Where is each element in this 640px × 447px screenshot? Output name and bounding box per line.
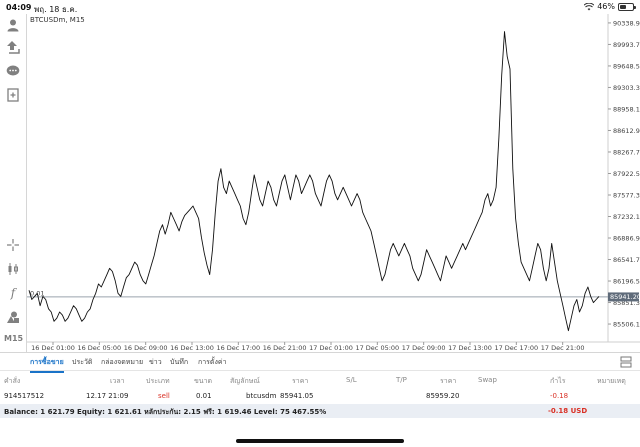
order-profit: -0.18 — [550, 392, 569, 400]
tab-journal[interactable]: บันทึก — [170, 358, 189, 366]
y-tick-label: 86886.90 — [613, 235, 640, 243]
battery-icon — [618, 2, 636, 11]
status-right: 46% — [584, 2, 636, 11]
table-row[interactable]: 914517512 12.17 21:09 sell 0.01 btcusdm … — [0, 388, 640, 404]
order-current-price: 85959.20 — [426, 392, 460, 400]
y-tick-label: 87577.30 — [613, 191, 640, 199]
x-tick-label: 16 Dec 09:00 — [124, 344, 168, 352]
tab-trade[interactable]: การซื้อขาย — [30, 358, 64, 373]
status-bar: 04:09 พฤ. 18 ธ.ค. 46% — [0, 0, 640, 14]
floating-pl: -0.18 USD — [548, 407, 588, 415]
timeframe-label[interactable]: M15 — [4, 334, 24, 343]
y-tick-label: 88267.70 — [613, 148, 640, 156]
tab-history[interactable]: ประวัติ — [72, 358, 93, 366]
y-tick-label: 85506.10 — [613, 321, 640, 329]
x-tick-label: 17 Dec 09:00 — [402, 344, 446, 352]
x-tick-label: 16 Dec 17:00 — [216, 344, 260, 352]
indicators-icon[interactable]: f — [10, 286, 16, 300]
y-tick-label: 90338.90 — [613, 19, 640, 27]
y-tick-label: 89303.30 — [613, 84, 640, 92]
balance-summary: Balance: 1 621.79 Equity: 1 621.61 หลักป… — [4, 408, 327, 416]
x-tick-label: 17 Dec 17:00 — [494, 344, 538, 352]
x-tick-label: 16 Dec 13:00 — [170, 344, 214, 352]
trade-arrows-icon[interactable] — [3, 38, 23, 56]
order-size: 0.01 — [196, 392, 212, 400]
y-tick-label: 85851.30 — [613, 299, 640, 307]
symbol-label: BTCUSDm, M15 — [30, 16, 85, 24]
chart-svg[interactable]: 90338.90 89993.70 89648.50 89303.30 88958.10… — [27, 14, 640, 352]
order-open-price: 85941.05 — [280, 392, 314, 400]
candlestick-icon[interactable] — [3, 260, 23, 278]
x-tick-label: 17 Dec 21:00 — [541, 344, 585, 352]
col-sl: S/L — [346, 376, 357, 384]
balance-bar: Balance: 1 621.79 Equity: 1 621.61 หลักป… — [0, 404, 640, 418]
y-tick-label: 89993.70 — [613, 41, 640, 49]
y-tick-label: 88958.10 — [613, 105, 640, 113]
crosshair-icon[interactable] — [3, 236, 23, 254]
left-toolbar: f M15 — [0, 14, 27, 352]
status-time: 04:09 — [6, 3, 32, 12]
price-chart[interactable]: 90338.90 89993.70 89648.50 89303.30 88958.10… — [27, 14, 640, 352]
x-tick-label: 16 Dec 05:00 — [77, 344, 121, 352]
col-size: ขนาด — [194, 377, 213, 385]
x-tick-label: 17 Dec 01:00 — [309, 344, 353, 352]
col-price: ราคา — [292, 377, 309, 385]
col-current-price: ราคา — [440, 377, 457, 385]
status-date: พฤ. 18 ธ.ค. — [34, 5, 78, 14]
order-type: sell — [158, 392, 170, 400]
y-tick-label: 87922.50 — [613, 170, 640, 178]
col-order: คำสั่ง — [4, 377, 21, 385]
order-time: 12.17 21:09 — [86, 392, 129, 400]
y-tick-label: 86541.70 — [613, 256, 640, 264]
wifi-icon — [584, 2, 595, 10]
y-tick-label: 88612.90 — [613, 127, 640, 135]
y-tick-label: 89648.50 — [613, 62, 640, 70]
col-time: เวลา — [110, 377, 125, 385]
bottom-tabs: การซื้อขาย ประวัติ กล่องจดหมาย ข่าว บันท… — [0, 352, 640, 373]
current-price-tag — [608, 292, 639, 302]
x-tick-label: 16 Dec 21:00 — [263, 344, 307, 352]
new-order-icon[interactable] — [3, 86, 23, 104]
y-tick-label: 87232.10 — [613, 213, 640, 221]
x-tick-label: 17 Dec 13:00 — [448, 344, 492, 352]
col-symbol: สัญลักษณ์ — [230, 377, 260, 385]
col-type: ประเภท — [146, 377, 170, 385]
col-tp: T/P — [396, 376, 407, 384]
current-price-value: 85941.20 — [610, 293, 640, 301]
tab-news[interactable]: ข่าว — [149, 358, 162, 366]
home-indicator[interactable] — [236, 439, 404, 443]
orders-table-header: คำสั่ง เวลา ประเภท ขนาด สัญลักษณ์ ราคา S… — [0, 372, 640, 388]
price-series-line — [28, 31, 600, 332]
chat-icon[interactable] — [3, 62, 23, 80]
col-swap: Swap — [478, 376, 497, 384]
y-tick-label: 86196.50 — [613, 278, 640, 286]
objects-icon[interactable] — [3, 308, 23, 326]
order-symbol: btcusdm — [246, 392, 277, 400]
order-id: 914517512 — [4, 392, 45, 400]
x-tick-label: 16 Dec 01:00 — [31, 344, 75, 352]
tab-mailbox[interactable]: กล่องจดหมาย — [101, 358, 144, 366]
tab-settings[interactable]: การตั้งค่า — [198, 358, 227, 366]
account-icon[interactable] — [3, 16, 23, 34]
col-profit: กำไร — [550, 377, 566, 385]
x-tick-label: 17 Dec 05:00 — [355, 344, 399, 352]
panel-toggle-icon[interactable] — [620, 356, 632, 368]
col-comment: หมายเหตุ — [597, 377, 626, 385]
battery-percent: 46% — [597, 2, 615, 11]
